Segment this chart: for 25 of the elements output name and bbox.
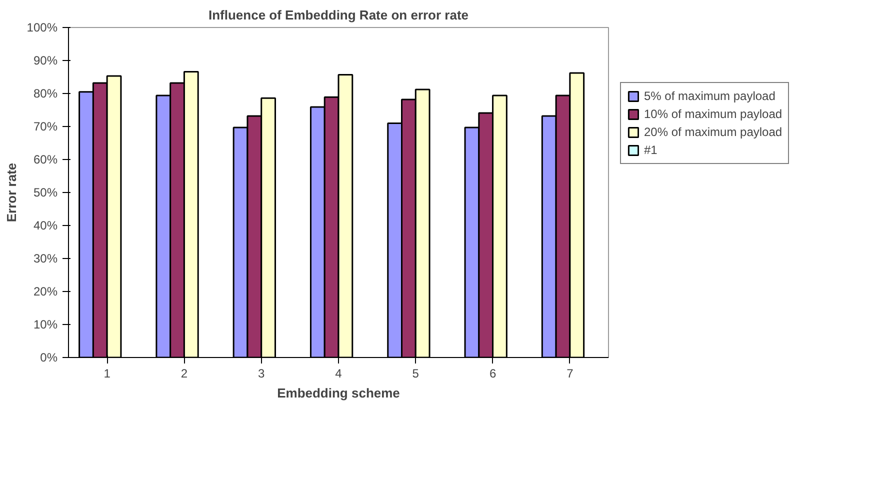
x-tick-label: 7 — [566, 366, 574, 380]
y-tick-label: 80% — [33, 86, 58, 100]
x-axis-title: Embedding scheme — [277, 386, 400, 400]
x-tick-label: 3 — [258, 366, 266, 380]
y-tick-label: 30% — [33, 252, 58, 266]
chart-title: Influence of Embedding Rate on error rate — [208, 8, 469, 22]
y-tick-label: 10% — [33, 318, 58, 332]
y-axis-title: Error rate — [4, 162, 19, 222]
y-tick-label: 0% — [40, 350, 58, 364]
legend-label: 10% of maximum payload — [644, 107, 782, 121]
y-tick-label: 90% — [33, 54, 58, 68]
y-tick-label: 40% — [33, 218, 58, 232]
y-tick-label: 20% — [33, 284, 58, 298]
legend-label: 5% of maximum payload — [644, 89, 776, 103]
x-tick-label: 4 — [335, 366, 342, 380]
y-tick-label: 100% — [26, 20, 58, 34]
legend-label: 20% of maximum payload — [644, 125, 782, 139]
y-tick-label: 70% — [33, 120, 58, 134]
x-tick-label: 5 — [412, 366, 420, 380]
x-tick-label: 2 — [180, 366, 188, 380]
x-tick-label: 1 — [104, 366, 111, 380]
y-tick-label: 50% — [33, 186, 58, 200]
legend-label: #1 — [644, 143, 658, 157]
y-tick-label: 60% — [33, 152, 58, 166]
x-tick-label: 6 — [489, 366, 496, 380]
